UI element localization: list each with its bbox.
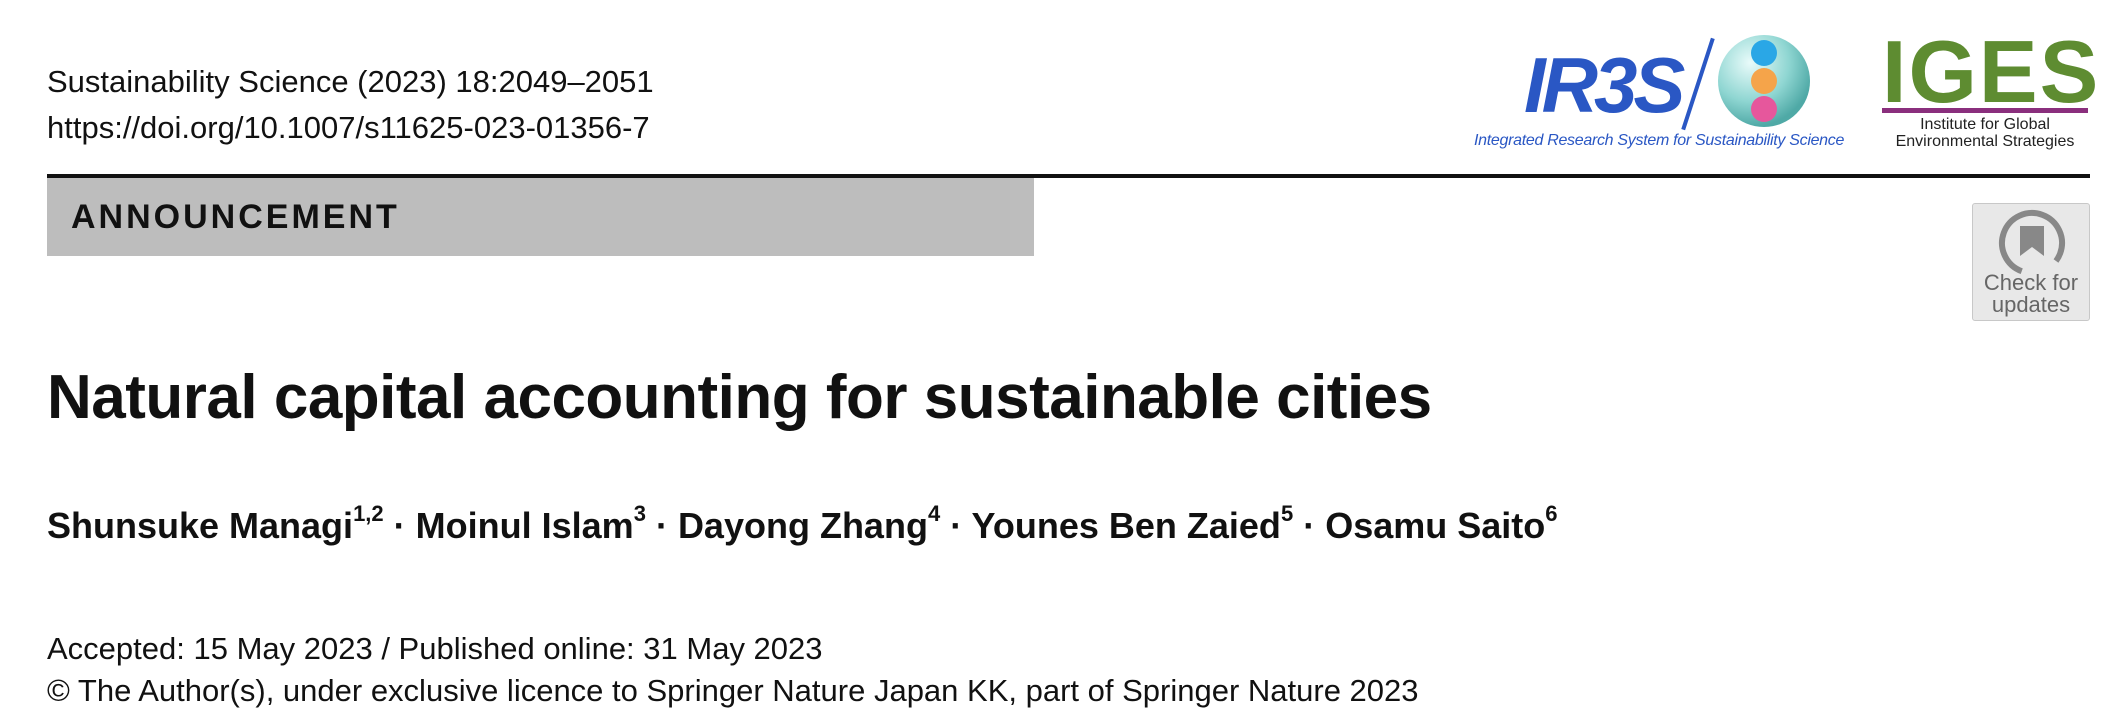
check-updates-label: Check for updates (1973, 272, 2089, 316)
author-affiliation: 6 (1545, 501, 1558, 526)
copyright-notice: © The Author(s), under exclusive licence… (47, 673, 1419, 708)
ir3s-logo-slash (1681, 37, 1715, 131)
header-rule (47, 174, 2090, 178)
iges-subtitle-line2: Environmental Strategies (1895, 133, 2075, 150)
check-updates-line2: updates (1991, 292, 2071, 317)
iges-logo-bar (1882, 108, 2088, 113)
author-list: Shunsuke Managi1,2 · Moinul Islam3 · Day… (47, 501, 1558, 547)
author-affiliation: 5 (1280, 501, 1294, 526)
doi-link[interactable]: https://doi.org/10.1007/s11625-023-01356… (47, 110, 650, 145)
author-name[interactable]: Dayong Zhang (677, 505, 928, 546)
author-affiliation: 3 (633, 501, 646, 526)
author-name[interactable]: Osamu Saito (1325, 505, 1546, 546)
article-title: Natural capital accounting for sustainab… (47, 363, 1432, 432)
bookmark-refresh-icon (1999, 210, 2065, 276)
iges-subtitle-line1: Institute for Global (1920, 116, 2050, 133)
ir3s-logo: IR3S Integrated Research System for Sust… (1474, 28, 1858, 156)
section-label: ANNOUNCEMENT (71, 198, 400, 236)
author-separator: · (383, 505, 416, 546)
section-banner: ANNOUNCEMENT (47, 178, 1034, 256)
author-name[interactable]: Shunsuke Managi (47, 505, 354, 546)
author-separator: · (1293, 505, 1326, 546)
author-separator: · (645, 505, 678, 546)
author-name[interactable]: Younes Ben Zaied (971, 505, 1281, 546)
author-name[interactable]: Moinul Islam (415, 505, 634, 546)
iges-subtitle: Institute for Global Environmental Strat… (1880, 116, 2090, 150)
ir3s-logo-text: IR3S (1524, 41, 1685, 129)
author-separator: · (940, 505, 972, 546)
author-affiliation: 4 (927, 501, 941, 526)
check-updates-line1: Check for (1983, 270, 2079, 295)
author-affiliation: 1,2 (353, 501, 384, 526)
journal-citation: Sustainability Science (2023) 18:2049–20… (47, 64, 654, 99)
publication-dates: Accepted: 15 May 2023 / Published online… (47, 631, 823, 666)
ir3s-tagline: Integrated Research System for Sustainab… (1474, 132, 1845, 149)
iges-logo: IGES Institute for Global Environmental … (1880, 28, 2098, 156)
check-for-updates-button[interactable]: Check for updates (1972, 203, 2090, 321)
ir3s-globe-icon (1718, 35, 1810, 127)
iges-logo-text: IGES (1882, 22, 2101, 121)
